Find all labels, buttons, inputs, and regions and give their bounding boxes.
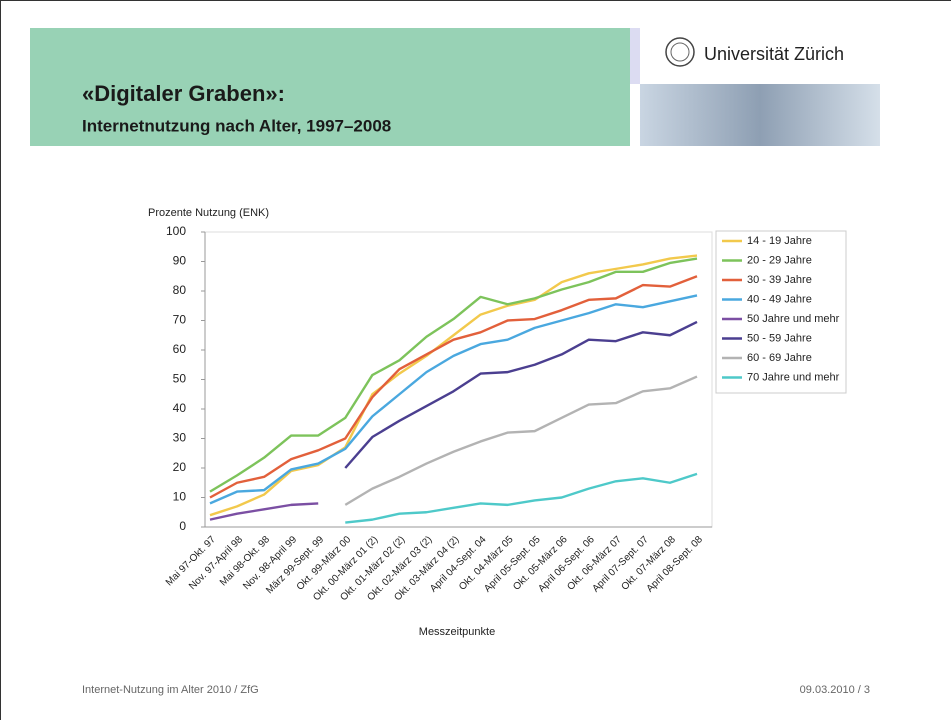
y-tick-label: 30 — [173, 431, 187, 445]
y-tick-label: 70 — [173, 313, 187, 327]
y-tick-label: 50 — [173, 372, 187, 386]
legend-label: 30 - 39 Jahre — [747, 274, 812, 286]
legend-label: 14 - 19 Jahre — [747, 235, 812, 247]
y-tick-label: 90 — [173, 254, 187, 268]
logo-text: Universität Zürich — [704, 44, 844, 64]
y-tick-label: 80 — [173, 283, 187, 297]
plot-frame — [205, 232, 712, 527]
header-stripe — [630, 28, 640, 84]
legend-label: 50 Jahre und mehr — [747, 313, 840, 325]
series-line — [210, 276, 697, 497]
y-axis-title: Prozente Nutzung (ENK) — [148, 207, 269, 219]
y-tick-label: 0 — [179, 519, 186, 533]
series-line — [210, 503, 318, 519]
y-tick-label: 40 — [173, 401, 187, 415]
slide: Universität Zürich «Digitaler Graben»: I… — [0, 0, 951, 720]
series-line — [345, 474, 697, 523]
legend-label: 60 - 69 Jahre — [747, 352, 812, 364]
slide-title: «Digitaler Graben»: — [82, 81, 285, 106]
header-photo — [640, 84, 880, 146]
legend-label: 70 Jahre und mehr — [747, 371, 840, 383]
y-tick-label: 100 — [166, 224, 186, 238]
slide-subtitle: Internetnutzung nach Alter, 1997–2008 — [82, 116, 391, 135]
y-tick-label: 20 — [173, 460, 187, 474]
legend-label: 40 - 49 Jahre — [747, 293, 812, 305]
footer-right: 09.03.2010 / 3 — [800, 684, 870, 696]
x-axis-title: Messzeitpunkte — [419, 626, 495, 638]
footer-left: Internet-Nutzung im Alter 2010 / ZfG — [82, 684, 259, 696]
y-tick-label: 10 — [173, 490, 187, 504]
legend-label: 20 - 29 Jahre — [747, 254, 812, 266]
logo-seal — [666, 38, 694, 66]
legend-label: 50 - 59 Jahre — [747, 332, 812, 344]
y-tick-label: 60 — [173, 342, 187, 356]
